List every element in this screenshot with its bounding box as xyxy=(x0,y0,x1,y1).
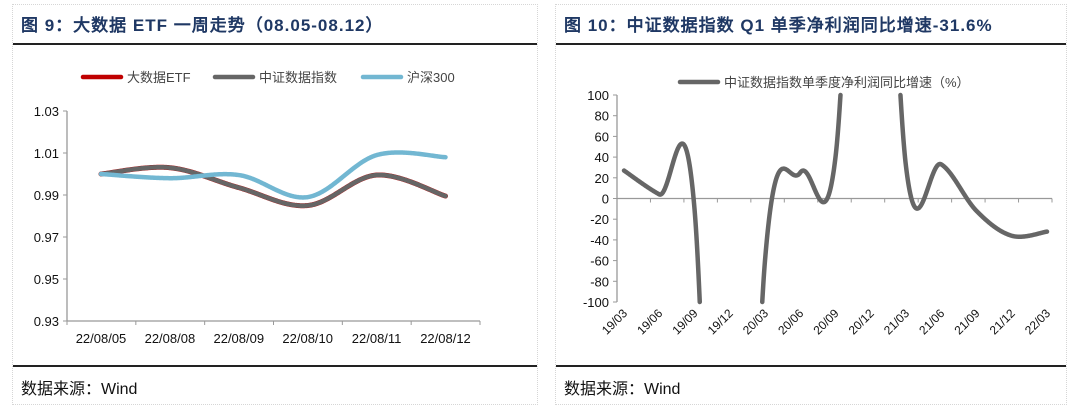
y-tick-label: -20 xyxy=(590,212,609,227)
right-chart-title: 图 10：中证数据指数 Q1 单季净利润同比增速-31.6% xyxy=(564,16,993,35)
x-tick-label: 22/08/11 xyxy=(352,331,402,346)
y-tick-label: -100 xyxy=(583,295,609,310)
y-tick-label: 40 xyxy=(595,150,609,165)
y-tick-label: 0 xyxy=(602,192,609,207)
series-line-0 xyxy=(621,92,1050,305)
right-chart-panel: 图 10：中证数据指数 Q1 单季净利润同比增速-31.6% -100 -80 -6… xyxy=(555,4,1067,405)
footer-divider xyxy=(13,365,537,367)
y-tick-label: 1.03 xyxy=(34,104,59,119)
etf-weekly-chart: 0.93 0.95 0.97 0.99 1.01 1.03 22/08/05 22/08/08… xyxy=(34,70,481,346)
x-tick-label: 20/06 xyxy=(775,306,806,337)
y-tick-label: 0.93 xyxy=(34,314,59,329)
x-tick-label: 22/08/09 xyxy=(213,331,264,346)
y-tick-label: 0.99 xyxy=(34,188,59,203)
legend-label: 中证数据指数 xyxy=(259,70,337,85)
x-tick-label: 21/09 xyxy=(951,306,982,337)
x-tick-label: 22/08/05 xyxy=(76,331,127,346)
y-tick-label: 80 xyxy=(595,109,609,124)
x-tick-label: 22/08/08 xyxy=(145,331,196,346)
series-line-2 xyxy=(98,150,448,200)
x-tick-label: 22/08/10 xyxy=(282,331,333,346)
x-tick-label: 20/12 xyxy=(846,306,877,337)
y-tick-label: 0.95 xyxy=(34,272,59,287)
left-chart-panel: 图 9：大数据 ETF 一周走势（08.05-08.12） 0.93 0.95 0.… xyxy=(12,4,538,405)
y-tick-label: 1.01 xyxy=(34,146,59,161)
x-tick-label: 19/12 xyxy=(705,306,736,337)
y-tick-label: 100 xyxy=(587,88,609,103)
x-tick-label: 22/03 xyxy=(1022,306,1053,337)
x-tick-label: 19/09 xyxy=(669,306,700,337)
left-chart-source: 数据来源：Wind xyxy=(21,381,138,398)
legend-label: 沪深300 xyxy=(407,70,455,85)
left-chart-title: 图 9：大数据 ETF 一周走势（08.05-08.12） xyxy=(21,16,384,35)
right-chart-source: 数据来源：Wind xyxy=(564,381,681,398)
y-tick-label: 60 xyxy=(595,129,609,144)
y-tick-label: 20 xyxy=(595,171,609,186)
y-tick-label: -80 xyxy=(590,274,609,289)
legend-label: 中证数据指数单季度净利润同比增速（%） xyxy=(724,75,970,90)
y-tick-label: -60 xyxy=(590,254,609,269)
x-tick-label: 21/06 xyxy=(916,306,947,337)
x-tick-label: 20/09 xyxy=(810,306,841,337)
y-tick-label: -40 xyxy=(590,233,609,248)
footer-divider xyxy=(556,365,1066,367)
x-tick-label: 21/03 xyxy=(881,306,912,337)
x-tick-label: 21/12 xyxy=(987,306,1018,337)
title-divider xyxy=(556,43,1066,45)
legend-label: 大数据ETF xyxy=(127,70,191,85)
x-tick-label: 19/06 xyxy=(634,306,665,337)
series-line-1 xyxy=(98,165,448,208)
title-divider xyxy=(13,43,537,45)
x-tick-label: 22/08/12 xyxy=(420,331,471,346)
x-tick-label: 19/03 xyxy=(599,306,630,337)
y-tick-label: 0.97 xyxy=(34,230,59,245)
x-tick-label: 20/03 xyxy=(740,306,771,337)
